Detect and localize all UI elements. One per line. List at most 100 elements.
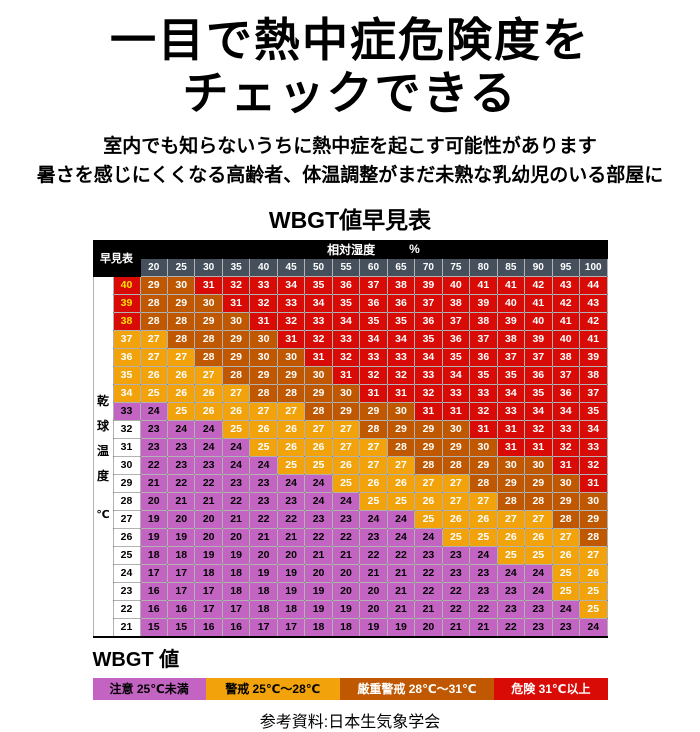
temp-label: 37: [112, 329, 141, 349]
wbgt-cell: 26: [551, 545, 581, 565]
wbgt-cell: 40: [441, 275, 471, 295]
wbgt-cell: 29: [331, 401, 361, 421]
subtitle-line2: 暑さを感じにくくなる高齢者、体温調整がまだ未熟な乳幼児のいる部屋に: [36, 165, 664, 187]
wbgt-cell: 28: [166, 329, 196, 349]
humidity-tick: 90: [524, 257, 553, 277]
wbgt-cell: 20: [194, 509, 223, 529]
temp-label: 25: [112, 545, 141, 565]
wbgt-cell: 24: [496, 563, 526, 583]
wbgt-cell: 17: [166, 563, 196, 583]
wbgt-cell: 19: [359, 617, 388, 638]
wbgt-cell: 35: [414, 329, 443, 349]
wbgt-cell: 42: [551, 293, 581, 313]
temp-label: 35: [112, 365, 141, 385]
temp-label: 29: [112, 473, 141, 493]
wbgt-cell: 26: [524, 527, 553, 547]
wbgt-cell: 18: [304, 617, 333, 638]
wbgt-cell: 23: [139, 437, 168, 457]
wbgt-cell: 41: [496, 275, 526, 295]
temp-label: 36: [112, 347, 141, 367]
wbgt-cell: 33: [469, 383, 498, 403]
wbgt-cell: 25: [496, 545, 526, 565]
wbgt-cell: 35: [386, 311, 416, 331]
wbgt-cell: 28: [359, 419, 388, 439]
wbgt-cell: 32: [276, 311, 306, 331]
wbgt-table: 早見表 相対湿度% 20 25 30 35 40 45 50 55 60 65 70 75 80 85 90 95…: [92, 239, 608, 638]
wbgt-cell: 22: [441, 581, 471, 601]
source-reference: 参考資料:日本生気象学会: [259, 713, 441, 731]
wbgt-cell: 39: [469, 293, 498, 313]
wbgt-cell: 23: [139, 419, 168, 439]
wbgt-cell: 17: [249, 617, 278, 638]
wbgt-cell: 35: [359, 311, 388, 331]
wbgt-cell: 26: [441, 509, 471, 529]
wbgt-cell: 31: [194, 275, 223, 295]
wbgt-value-label: WBGT 値: [92, 648, 180, 671]
wbgt-cell: 33: [496, 401, 526, 421]
wbgt-cell: 27: [331, 437, 361, 457]
legend-item-caution: 注意 25℃未満: [92, 677, 206, 700]
wbgt-cell: 42: [579, 311, 608, 331]
wbgt-cell: 22: [304, 527, 333, 547]
wbgt-cell: 31: [551, 455, 581, 475]
wbgt-cell: 24: [221, 455, 251, 475]
wbgt-cell: 21: [414, 599, 443, 619]
wbgt-cell: 28: [524, 491, 553, 511]
wbgt-cell: 24: [386, 509, 416, 529]
wbgt-cell: 15: [166, 617, 196, 638]
wbgt-cell: 36: [414, 311, 443, 331]
wbgt-cell: 24: [194, 437, 223, 457]
wbgt-cell: 23: [359, 527, 388, 547]
wbgt-cell: 19: [304, 599, 333, 619]
temp-label: 26: [112, 527, 141, 547]
wbgt-cell: 22: [469, 599, 498, 619]
wbgt-cell: 25: [139, 383, 168, 403]
wbgt-cell: 37: [469, 329, 498, 349]
wbgt-cell: 24: [469, 545, 498, 565]
wbgt-cell: 30: [496, 455, 526, 475]
temperature-axis-char: 球: [96, 418, 109, 433]
wbgt-cell: 20: [166, 509, 196, 529]
wbgt-cell: 25: [469, 527, 498, 547]
wbgt-cell: 26: [469, 509, 498, 529]
wbgt-cell: 25: [331, 473, 361, 493]
wbgt-cell: 24: [166, 419, 196, 439]
temp-label: 30: [112, 455, 141, 475]
wbgt-cell: 28: [304, 401, 333, 421]
humidity-tick: 70: [414, 257, 443, 277]
wbgt-cell: 20: [249, 545, 278, 565]
wbgt-cell: 19: [304, 581, 333, 601]
wbgt-cell: 26: [331, 455, 361, 475]
wbgt-cell: 34: [359, 329, 388, 349]
wbgt-cell: 36: [331, 275, 361, 295]
temp-label: 22: [112, 599, 141, 619]
wbgt-cell: 33: [359, 347, 388, 367]
wbgt-cell: 30: [386, 401, 416, 421]
wbgt-cell: 26: [414, 491, 443, 511]
wbgt-cell: 24: [579, 617, 608, 638]
wbgt-cell: 38: [496, 329, 526, 349]
wbgt-cell: 26: [304, 437, 333, 457]
wbgt-cell: 24: [524, 563, 553, 583]
wbgt-cell: 18: [194, 563, 223, 583]
wbgt-cell: 34: [414, 347, 443, 367]
wbgt-cell: 26: [249, 419, 278, 439]
humidity-tick: 40: [249, 257, 278, 277]
wbgt-cell: 24: [331, 491, 361, 511]
wbgt-cell: 27: [139, 329, 168, 349]
wbgt-cell: 22: [139, 455, 168, 475]
wbgt-cell: 27: [194, 365, 223, 385]
legend-item-danger: 危険 31℃以上: [494, 677, 608, 700]
wbgt-cell: 23: [496, 599, 526, 619]
wbgt-cell: 29: [496, 473, 526, 493]
wbgt-cell: 32: [249, 293, 278, 313]
wbgt-cell: 32: [579, 455, 608, 475]
legend: 注意 25℃未満 警戒 25℃～28℃ 厳重警戒 28℃～31℃ 危険 31℃以上: [92, 677, 608, 700]
wbgt-cell: 20: [331, 581, 361, 601]
wbgt-cell: 21: [139, 473, 168, 493]
wbgt-cell: 29: [276, 365, 306, 385]
wbgt-cell: 24: [359, 509, 388, 529]
wbgt-cell: 28: [496, 491, 526, 511]
wbgt-cell: 36: [551, 383, 581, 403]
wbgt-cell: 27: [166, 347, 196, 367]
